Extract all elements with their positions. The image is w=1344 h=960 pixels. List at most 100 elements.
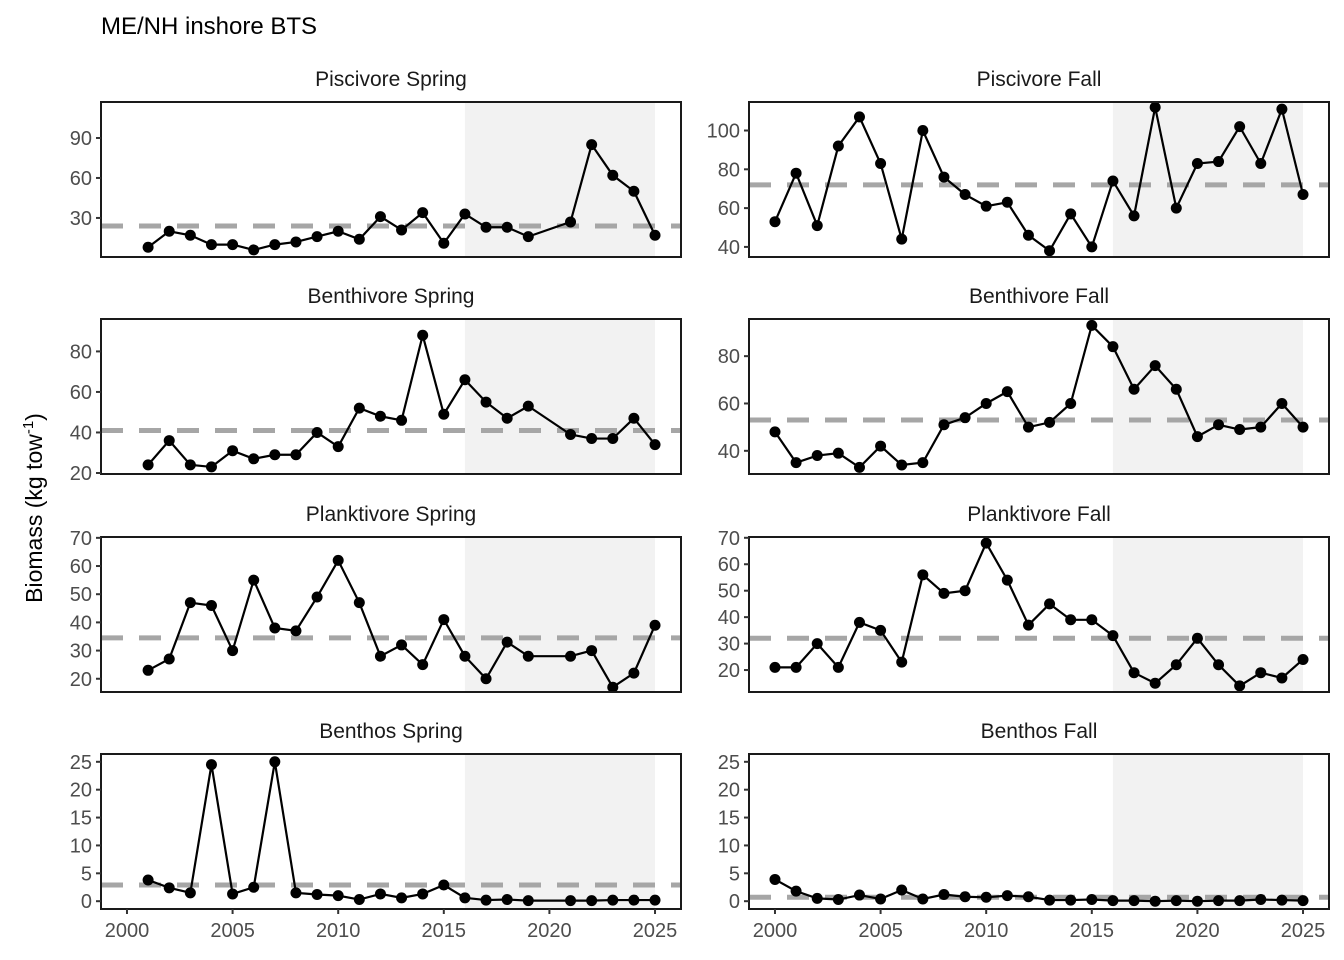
data-point xyxy=(396,224,408,236)
data-point xyxy=(480,673,492,685)
panel-title: Piscivore Spring xyxy=(315,68,467,91)
y-tick-label: 40 xyxy=(718,441,740,463)
data-point xyxy=(374,888,386,900)
data-point xyxy=(649,894,661,906)
data-point xyxy=(565,650,577,662)
data-point xyxy=(769,426,781,438)
data-point xyxy=(896,884,908,896)
data-point xyxy=(522,231,534,243)
y-tick-label: 20 xyxy=(718,660,740,682)
data-point xyxy=(1107,630,1119,642)
data-point xyxy=(1191,895,1203,907)
y-tick-label: 0 xyxy=(81,891,92,913)
data-point xyxy=(142,664,154,676)
data-point xyxy=(649,229,661,241)
data-point xyxy=(649,619,661,631)
data-point xyxy=(332,554,344,566)
data-point xyxy=(769,873,781,885)
data-point xyxy=(938,419,950,431)
data-point xyxy=(438,237,450,249)
data-point xyxy=(459,650,471,662)
y-tick-label: 10 xyxy=(718,835,740,857)
data-point xyxy=(1276,894,1288,906)
x-tick-label: 2005 xyxy=(210,920,255,942)
data-point xyxy=(311,591,323,603)
panel-border xyxy=(748,753,1330,910)
data-point xyxy=(1128,667,1140,679)
data-point xyxy=(586,139,598,151)
data-point xyxy=(1170,659,1182,671)
panel-border xyxy=(748,101,1330,258)
data-point xyxy=(1234,680,1246,692)
data-point xyxy=(565,895,577,907)
y-tick-label: 100 xyxy=(707,121,740,143)
data-point xyxy=(1086,241,1098,253)
panel-border xyxy=(748,536,1330,693)
data-point xyxy=(875,157,887,169)
data-point xyxy=(1107,341,1119,353)
data-point xyxy=(480,894,492,906)
data-point xyxy=(1107,175,1119,187)
data-point xyxy=(1297,189,1309,201)
data-point xyxy=(290,449,302,461)
data-point xyxy=(269,756,281,768)
data-point xyxy=(565,428,577,440)
data-point xyxy=(459,892,471,904)
y-tick-label: 5 xyxy=(729,863,740,885)
panel-benthivore-spring: Benthivore Spring 20 40 60 80 xyxy=(70,285,682,485)
x-tick-label: 2010 xyxy=(964,920,1009,942)
data-point xyxy=(959,891,971,903)
data-point xyxy=(1297,421,1309,433)
data-point xyxy=(459,208,471,220)
data-point xyxy=(417,659,429,671)
data-point xyxy=(311,889,323,901)
data-point xyxy=(628,412,640,424)
data-point xyxy=(396,892,408,904)
panel-title: Piscivore Fall xyxy=(977,68,1102,91)
panel-border xyxy=(100,536,682,693)
y-tick-label: 15 xyxy=(70,808,92,830)
data-point xyxy=(142,874,154,886)
data-point xyxy=(896,656,908,668)
data-point xyxy=(980,537,992,549)
data-point xyxy=(311,231,323,243)
data-point xyxy=(1086,894,1098,906)
data-point xyxy=(790,661,802,673)
data-point xyxy=(769,661,781,673)
data-point xyxy=(353,233,365,245)
data-point xyxy=(1044,416,1056,428)
x-tick-label: 2000 xyxy=(753,920,798,942)
shaded-period xyxy=(1112,102,1304,257)
x-tick-label: 2025 xyxy=(633,920,678,942)
data-point xyxy=(853,461,865,473)
data-point xyxy=(227,445,239,457)
y-tick-label: 70 xyxy=(70,528,92,550)
data-point xyxy=(290,887,302,899)
data-point xyxy=(1065,208,1077,220)
data-point xyxy=(917,125,929,137)
y-tick-label: 20 xyxy=(70,780,92,802)
data-point xyxy=(832,140,844,152)
data-point xyxy=(959,189,971,201)
data-point xyxy=(227,888,239,900)
data-point xyxy=(163,225,175,237)
data-point xyxy=(163,653,175,665)
data-point xyxy=(269,449,281,461)
data-point xyxy=(1191,632,1203,644)
data-point xyxy=(374,211,386,223)
y-tick-label: 80 xyxy=(718,159,740,181)
data-point xyxy=(811,450,823,462)
y-tick-label: 10 xyxy=(70,835,92,857)
data-point xyxy=(649,439,661,451)
data-point xyxy=(1255,667,1267,679)
shaded-period xyxy=(464,537,656,692)
data-point xyxy=(353,402,365,414)
data-point xyxy=(227,645,239,657)
shaded-period xyxy=(1112,319,1304,474)
data-point xyxy=(1044,598,1056,610)
y-tick-label: 40 xyxy=(718,607,740,629)
data-point xyxy=(163,882,175,894)
data-point xyxy=(501,636,513,648)
data-point xyxy=(1255,157,1267,169)
